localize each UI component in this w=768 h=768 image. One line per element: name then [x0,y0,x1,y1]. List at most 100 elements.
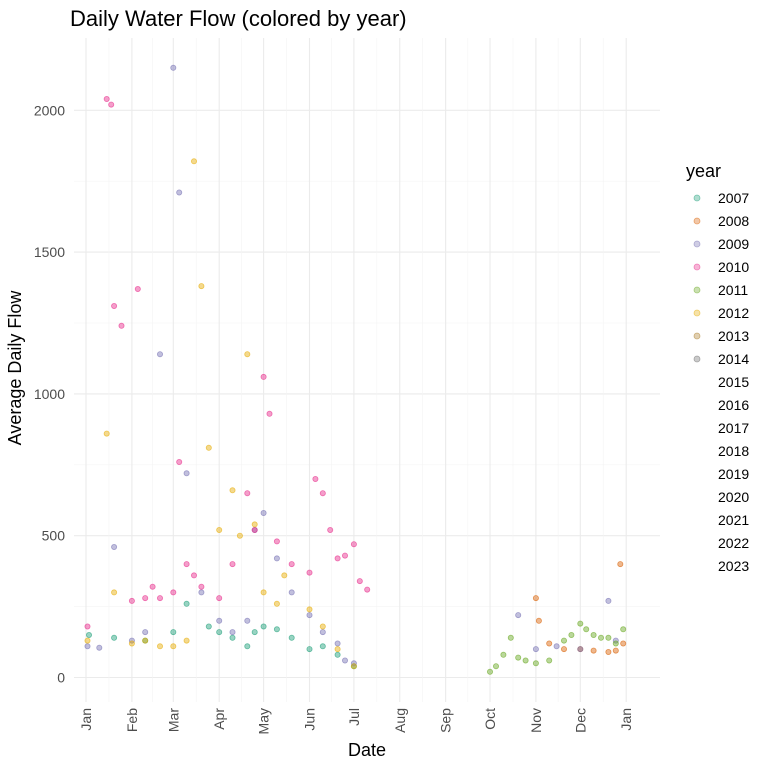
legend-label-2015: 2015 [718,374,749,390]
data-point-2009 [84,643,91,650]
x-tick-label: Jan [618,708,634,731]
data-point-2009 [288,589,295,596]
data-point-2009 [198,589,205,596]
data-point-2010 [288,561,295,568]
y-tick-label: 1000 [34,386,65,402]
x-tick-label: Nov [528,708,544,733]
data-point-2009 [605,597,612,604]
data-point-2012 [334,646,341,653]
data-point-2010 [183,561,190,568]
data-point-2011 [598,634,605,641]
data-point-2010 [103,96,110,103]
data-point-2009 [216,617,223,624]
legend-label-2019: 2019 [718,466,749,482]
data-point-2010 [198,583,205,590]
data-point-2012 [236,532,243,539]
legend-label-2007: 2007 [718,190,749,206]
data-point-2010 [306,569,313,576]
data-point-2012 [205,444,212,451]
data-point-2011 [577,620,584,627]
legend-label-2020: 2020 [718,489,749,505]
data-point-2010 [84,623,91,630]
y-axis-title: Average Daily Flow [5,290,25,446]
data-point-2012 [190,158,197,165]
data-point-2011 [568,632,575,639]
data-point-2010 [176,458,183,465]
data-point-2010 [356,578,363,585]
legend-label-2017: 2017 [718,420,749,436]
y-axis-ticks: 0 500 1000 1500 2000 [34,102,65,685]
data-point-2008 [605,649,612,656]
x-tick-label: Dec [572,708,588,733]
data-point-2009 [156,351,163,358]
data-point-2012 [319,623,326,630]
x-tick-label: Jun [301,708,317,731]
data-point-2010 [142,595,149,602]
legend: 2007 2008 2009 2010 2011 2012 2013 2014 2015 2016… [693,190,749,574]
data-point-2009 [306,612,313,619]
data-point-2010 [170,589,177,596]
data-point-2008 [620,640,627,647]
data-point-2008 [546,640,553,647]
data-point-2010 [364,586,371,593]
data-point-2012 [156,643,163,650]
data-point-2012 [306,606,313,613]
legend-key-2008 [693,217,701,225]
data-point-2010 [266,410,273,417]
data-point-2010 [319,490,326,497]
data-point-2011 [492,663,499,670]
data-point-2011 [620,626,627,633]
x-tick-label: Oct [482,708,498,730]
y-tick-label: 500 [42,528,66,544]
data-point-2009 [553,643,560,650]
data-point-2011 [532,660,539,667]
data-point-2012 [216,527,223,534]
data-point-2010 [244,490,251,497]
data-point-2009 [183,470,190,477]
data-point-2012 [128,640,135,647]
data-point-2012 [273,600,280,607]
data-point-2011 [500,651,507,658]
legend-label-2023: 2023 [718,558,749,574]
x-tick-label: Jul [346,708,362,726]
data-point-2012 [170,643,177,650]
data-point-2010 [260,373,267,380]
data-point-2010 [108,101,115,108]
data-point-2007 [170,629,177,636]
data-point-2011 [590,632,597,639]
data-point-2007 [205,623,212,630]
legend-key-2014 [693,355,701,363]
data-point-2007 [273,626,280,633]
data-point-2009 [142,629,149,636]
data-point-2012 [281,572,288,579]
legend-label-2016: 2016 [718,397,749,413]
data-point-2011 [515,654,522,661]
data-point-2010 [251,527,258,534]
data-point-2009 [532,646,539,653]
data-point-2007 [216,629,223,636]
legend-key-2007 [693,194,701,202]
data-point-2009 [319,629,326,636]
data-point-2007 [229,634,236,641]
data-point-2010 [128,597,135,604]
legend-label-2010: 2010 [718,259,749,275]
chart-title: Daily Water Flow (colored by year) [70,6,407,31]
data-point-2009 [176,189,183,196]
data-point-2009 [229,629,236,636]
data-point-2011 [522,657,529,664]
legend-label-2013: 2013 [718,328,749,344]
data-point-2011 [486,668,493,675]
data-point-2007 [86,632,93,639]
legend-label-2008: 2008 [718,213,749,229]
data-point-2009 [515,612,522,619]
x-tick-label: Feb [124,708,140,732]
data-point-2007 [288,634,295,641]
data-point-2009 [273,555,280,562]
data-point-2010 [156,595,163,602]
data-point-2007 [334,651,341,658]
data-point-2010 [273,538,280,545]
x-tick-label: Jan [78,708,94,731]
grid [74,38,660,702]
data-point-2012 [260,589,267,596]
data-point-2007 [183,600,190,607]
